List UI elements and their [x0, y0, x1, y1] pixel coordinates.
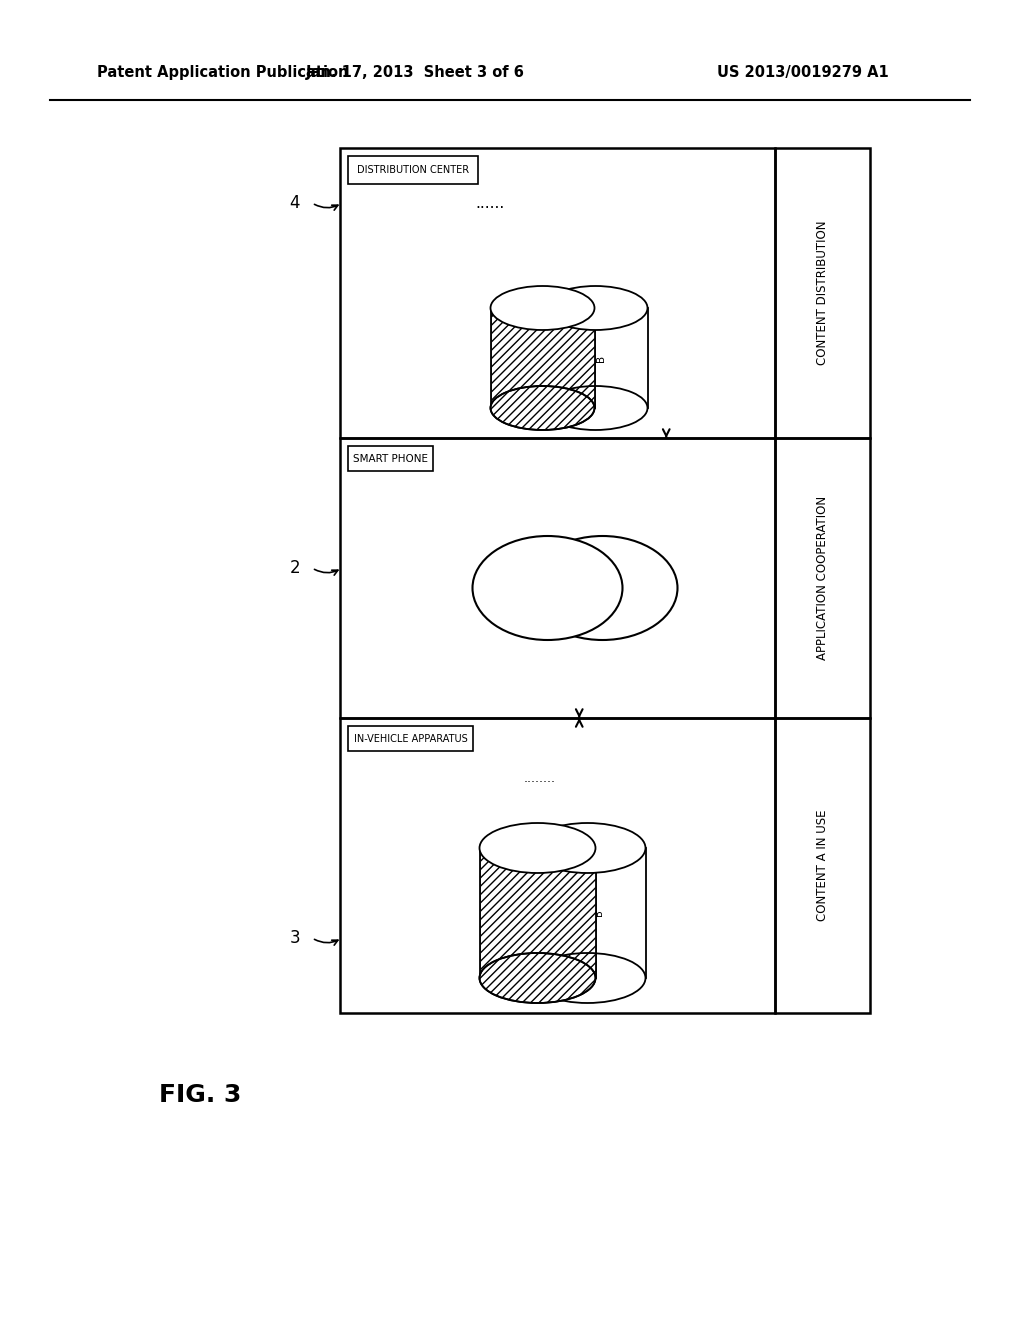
Ellipse shape — [529, 953, 645, 1003]
Text: ........: ........ — [524, 771, 556, 784]
Ellipse shape — [544, 385, 647, 430]
Text: CONTENT
B: CONTENT B — [585, 333, 606, 383]
Ellipse shape — [479, 953, 596, 1003]
Ellipse shape — [544, 286, 647, 330]
Ellipse shape — [527, 536, 678, 640]
Bar — [348, 156, 478, 183]
Bar — [340, 438, 775, 718]
Bar — [775, 718, 870, 1012]
Text: Patent Application Publication: Patent Application Publication — [97, 65, 348, 79]
Text: CONTENT
APPLICATION
A: CONTENT APPLICATION A — [521, 882, 554, 945]
Text: US 2013/0019279 A1: US 2013/0019279 A1 — [717, 65, 889, 79]
Text: IN-VEHICLE APPARATUS: IN-VEHICLE APPARATUS — [353, 734, 467, 743]
Text: CONTENT
APPLICATION
B: CONTENT APPLICATION B — [586, 556, 620, 619]
Text: SMART PHONE: SMART PHONE — [353, 454, 428, 463]
Text: CONTENT A IN USE: CONTENT A IN USE — [816, 809, 829, 921]
Text: DISTRIBUTION CENTER: DISTRIBUTION CENTER — [357, 165, 469, 176]
Bar — [340, 718, 775, 1012]
Text: 2: 2 — [290, 558, 300, 577]
Bar — [348, 726, 473, 751]
Bar — [340, 148, 775, 438]
Text: 3: 3 — [290, 929, 300, 946]
Bar — [348, 446, 433, 471]
Text: Jan. 17, 2013  Sheet 3 of 6: Jan. 17, 2013 Sheet 3 of 6 — [305, 65, 524, 79]
Polygon shape — [529, 847, 645, 978]
Ellipse shape — [479, 822, 596, 873]
Bar — [775, 148, 870, 438]
Text: 4: 4 — [290, 194, 300, 213]
Ellipse shape — [472, 536, 623, 640]
Ellipse shape — [490, 385, 595, 430]
Text: APPLICATION COOPERATION: APPLICATION COOPERATION — [816, 496, 829, 660]
Text: CONTENT
APPLICATION
A: CONTENT APPLICATION A — [530, 556, 564, 619]
Ellipse shape — [529, 822, 645, 873]
Text: ......: ...... — [475, 195, 505, 210]
Text: CONTENT
A: CONTENT A — [531, 333, 553, 383]
Text: CONTENT
APPLICATION
B: CONTENT APPLICATION B — [571, 882, 604, 945]
Text: FIG. 3: FIG. 3 — [159, 1082, 242, 1107]
Text: CONTENT DISTRIBUTION: CONTENT DISTRIBUTION — [816, 220, 829, 366]
Polygon shape — [490, 308, 595, 408]
Polygon shape — [479, 847, 596, 978]
Ellipse shape — [490, 286, 595, 330]
Bar — [775, 438, 870, 718]
Polygon shape — [544, 308, 647, 408]
